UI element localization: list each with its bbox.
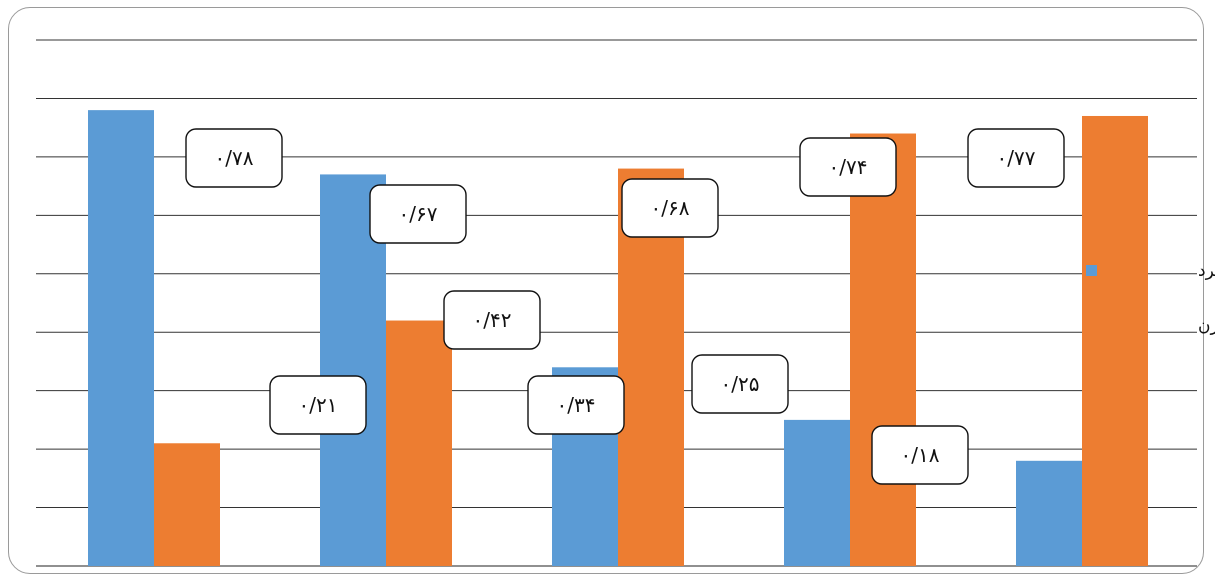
- data-label-text: ۰/۳۴: [557, 393, 596, 417]
- data-label: ۰/۷۷: [967, 128, 1065, 188]
- gridlines: [36, 39, 1197, 567]
- data-label-box: [185, 128, 283, 188]
- bar: [88, 110, 154, 566]
- legend-swatch: [1086, 265, 1097, 276]
- legend-label: معلمان مرد: [1198, 261, 1215, 281]
- bar: [154, 443, 220, 566]
- bar: [386, 320, 452, 566]
- data-label: ۰/۶۸: [621, 178, 719, 238]
- data-label-text: ۰/۱۸: [901, 443, 940, 467]
- data-label-box: [269, 375, 367, 435]
- data-label-box: [621, 178, 719, 238]
- data-label: ۰/۷۸: [185, 128, 283, 188]
- bar: [1016, 460, 1082, 566]
- data-label: ۰/۳۴: [527, 375, 625, 435]
- data-labels: ۰/۷۸ ۰/۶۷ ۰/۳۴ ۰/۲۵ ۰/۱۸ ۰/۲۱ ۰/۴۲ ۰/۶۸ ۰/۷۴ ۰/۷۷: [185, 128, 1065, 485]
- bar: [1082, 115, 1148, 566]
- legend-entry: معلمان زن: [1086, 316, 1215, 336]
- legend-entry: معلمان مرد: [1086, 261, 1215, 281]
- legend: معلمان مرد معلمان زن: [1086, 261, 1215, 336]
- data-label: ۰/۶۷: [369, 184, 467, 244]
- data-label: ۰/۴۲: [443, 290, 541, 350]
- data-label-box: [443, 290, 541, 350]
- data-label-text: ۰/۷۷: [997, 146, 1036, 170]
- bars: [88, 110, 1148, 567]
- data-label-text: ۰/۶۸: [651, 196, 690, 220]
- legend-label: معلمان زن: [1198, 316, 1215, 336]
- data-label-box: [691, 354, 789, 414]
- data-label-box: [527, 375, 625, 435]
- data-label-text: ۰/۲۱: [299, 393, 338, 417]
- data-label-box: [369, 184, 467, 244]
- data-label-text: ۰/۷۸: [215, 146, 254, 170]
- data-label: ۰/۱۸: [871, 425, 969, 485]
- data-label-box: [799, 137, 897, 197]
- data-label: ۰/۲۱: [269, 375, 367, 435]
- bar: [850, 133, 916, 566]
- data-label-text: ۰/۷۴: [829, 155, 868, 179]
- data-label-box: [871, 425, 969, 485]
- data-label-text: ۰/۲۵: [721, 372, 760, 396]
- data-label: ۰/۷۴: [799, 137, 897, 197]
- legend-swatch: [1086, 320, 1097, 331]
- data-label-text: ۰/۴۲: [473, 308, 512, 332]
- data-label-text: ۰/۶۷: [399, 202, 438, 226]
- data-label: ۰/۲۵: [691, 354, 789, 414]
- data-label-box: [967, 128, 1065, 188]
- bar: [784, 419, 850, 566]
